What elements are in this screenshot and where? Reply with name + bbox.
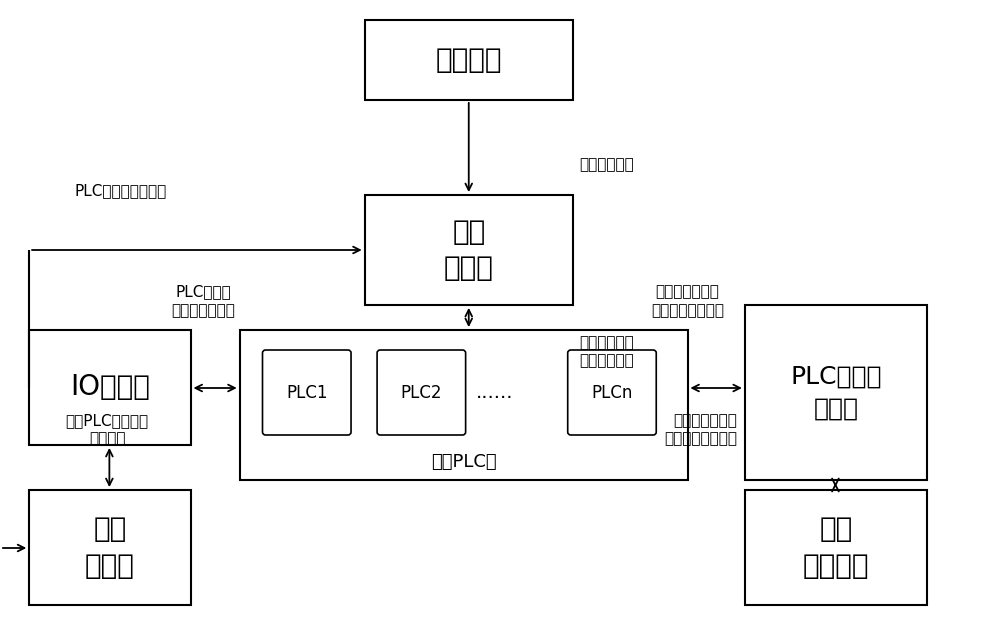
- FancyBboxPatch shape: [568, 350, 656, 435]
- Text: 上传新测试用例
测试用例参数修改: 上传新测试用例 测试用例参数修改: [651, 284, 724, 318]
- Bar: [240, 330, 688, 480]
- FancyBboxPatch shape: [262, 350, 351, 435]
- Text: PLC1: PLC1: [286, 384, 328, 402]
- Text: 测试
控制台: 测试 控制台: [85, 515, 135, 580]
- Text: PLC2: PLC2: [401, 384, 442, 402]
- Bar: [365, 195, 573, 305]
- Text: 发出工业数据: 发出工业数据: [579, 157, 634, 173]
- Bar: [745, 490, 927, 605]
- Bar: [29, 490, 191, 605]
- Text: PLCn: PLCn: [591, 384, 633, 402]
- Text: PLC的启停
执行的测试用例: PLC的启停 执行的测试用例: [171, 284, 235, 318]
- Text: PLC远程控
制网关: PLC远程控 制网关: [790, 365, 882, 420]
- Bar: [745, 305, 927, 480]
- Text: PLC通信通道的切换: PLC通信通道的切换: [75, 183, 167, 198]
- Text: 运行测试用例
生成工业数据: 运行测试用例 生成工业数据: [579, 335, 634, 368]
- Text: ......: ......: [476, 384, 514, 402]
- Text: 远程
工程师站: 远程 工程师站: [803, 515, 869, 580]
- Text: 完成PLC和测试用
例的选择: 完成PLC和测试用 例的选择: [66, 413, 149, 446]
- FancyBboxPatch shape: [377, 350, 466, 435]
- Bar: [29, 330, 191, 445]
- Text: 测试PLC组: 测试PLC组: [431, 453, 496, 471]
- Text: IO管理器: IO管理器: [70, 373, 150, 402]
- Bar: [365, 20, 573, 100]
- Text: 编写新测试用例
修改测试用例参数: 编写新测试用例 修改测试用例参数: [664, 413, 738, 446]
- Text: 被测对象: 被测对象: [436, 46, 502, 74]
- Text: 串口
切换器: 串口 切换器: [444, 218, 494, 282]
